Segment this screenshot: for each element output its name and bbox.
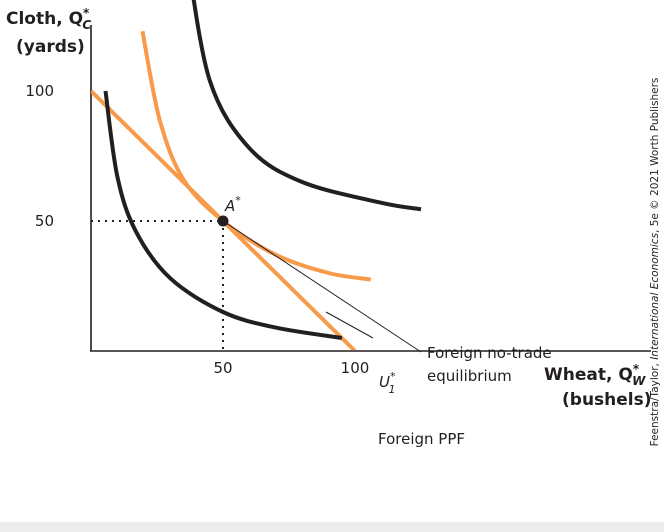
y-axis-title: Cloth, Q* C [6, 6, 91, 32]
y-tick-label: 100 [25, 82, 54, 100]
ppf-leader-line [325, 311, 374, 339]
indifference-curve-label: U* 1 [379, 370, 396, 396]
equilibrium-annotation-line1: Foreign no-trade [427, 344, 552, 362]
ppf-label: Foreign PPF [378, 430, 465, 448]
y-axis-units: (yards) [16, 37, 85, 57]
equilibrium-leader-line [225, 222, 422, 353]
x-axis-units: (bushels) [562, 390, 652, 410]
x-tick-label: 100 [341, 359, 370, 377]
equilibrium-point [217, 215, 229, 227]
bottom-strip [0, 522, 664, 532]
equilibrium-annotation-line2: equilibrium [427, 367, 512, 385]
indifference-curve-3 [191, 0, 422, 212]
x-axis-title: Wheat, Q* W [544, 362, 646, 388]
indifference-curve-1 [103, 90, 343, 340]
x-tick-label: 50 [213, 359, 232, 377]
y-tick-label: 50 [35, 212, 54, 230]
equilibrium-label: A* [224, 194, 241, 215]
publisher-credit: Feenstra/Taylor, International Economics… [649, 78, 661, 447]
